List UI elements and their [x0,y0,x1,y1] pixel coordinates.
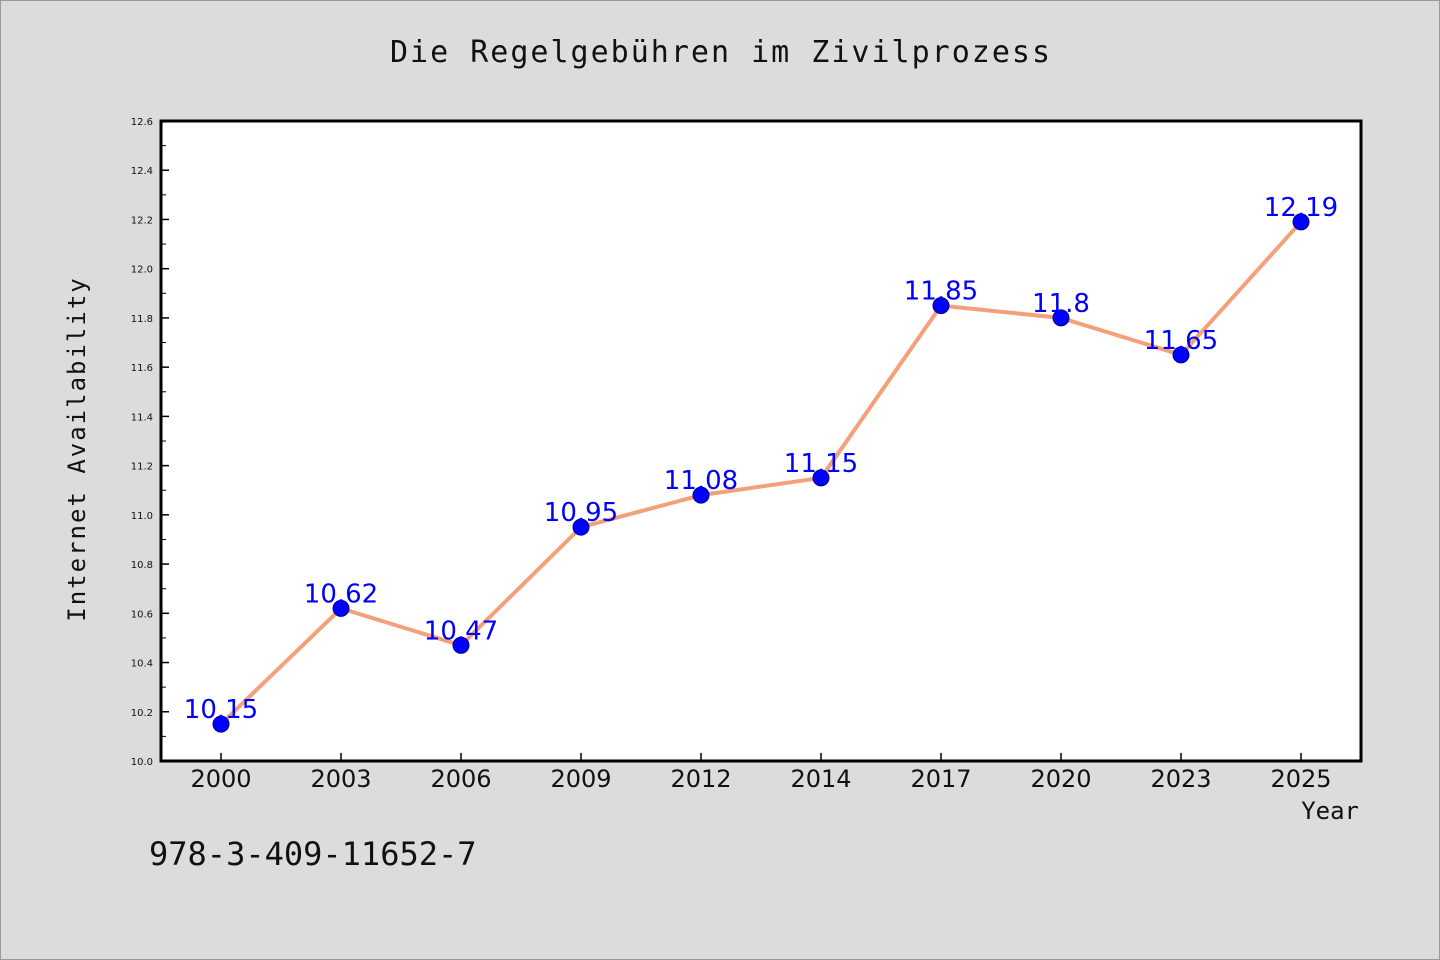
x-tick-label: 2017 [910,765,971,793]
data-point [1052,309,1070,327]
x-axis-ticks: 2000 2003 2006 2009 2012 2014 2017 2020 2023 2025 [190,753,1332,793]
plot-frame [159,119,1363,763]
y-axis-ticks: 10.0 10.2 10.4 10.6 10.8 11.0 11.2 11.4 11.6 11.8… [131,117,169,768]
y-tick-label: 11.6 [131,363,153,374]
y-tick-label: 10.6 [131,609,153,620]
x-tick-label: 2020 [1030,765,1091,793]
data-label: 10.15 [184,695,258,725]
data-label: 10.47 [424,616,498,646]
data-point [692,486,710,504]
data-point [572,518,590,536]
data-label: 11.65 [1144,326,1218,356]
data-point [332,599,350,617]
x-tick-label: 2003 [310,765,371,793]
data-point [212,715,230,733]
y-tick-label: 11.2 [131,462,153,473]
y-tick-label: 11.4 [131,412,153,423]
data-label: 12.19 [1264,193,1338,223]
x-tick-label: 2009 [550,765,611,793]
y-tick-label: 11.0 [131,511,153,522]
data-label: 11.08 [664,466,738,496]
y-tick-label: 10.0 [131,757,153,768]
x-tick-label: 2000 [190,765,251,793]
x-tick-label: 2025 [1270,765,1331,793]
data-label: 10.62 [304,579,378,609]
x-tick-label: 2006 [430,765,491,793]
y-tick-label: 12.6 [131,117,153,128]
data-label: 10.95 [544,498,618,528]
x-tick-label: 2014 [790,765,851,793]
y-tick-label: 12.0 [131,265,153,276]
footnote-isbn: 978-3-409-11652-7 [149,835,477,873]
data-labels: 10.15 10.62 10.47 10.95 11.08 11.15 11.85 11.8 1… [184,193,1338,725]
y-tick-label: 10.4 [131,659,153,670]
x-axis-label: Year [1301,797,1359,825]
plot-area [161,121,1361,761]
x-tick-label: 2012 [670,765,731,793]
data-point [1292,213,1310,231]
data-point [1172,346,1190,364]
data-label: 11.85 [904,277,978,307]
data-markers [212,213,1310,733]
y-tick-label: 12.4 [131,166,153,177]
y-tick-label: 11.8 [131,314,153,325]
y-tick-label: 12.2 [131,215,153,226]
x-tick-label: 2023 [1150,765,1211,793]
data-point [932,297,950,315]
data-point [452,636,470,654]
data-label: 11.8 [1032,289,1090,319]
data-label: 11.15 [784,449,858,479]
y-tick-label: 10.8 [131,560,153,571]
series-line-group [219,219,1303,727]
chart-title: Die Regelgebühren im Zivilprozess [389,35,1053,70]
y-tick-label: 10.2 [131,708,153,719]
series-line [219,219,1303,727]
data-point [812,469,830,487]
